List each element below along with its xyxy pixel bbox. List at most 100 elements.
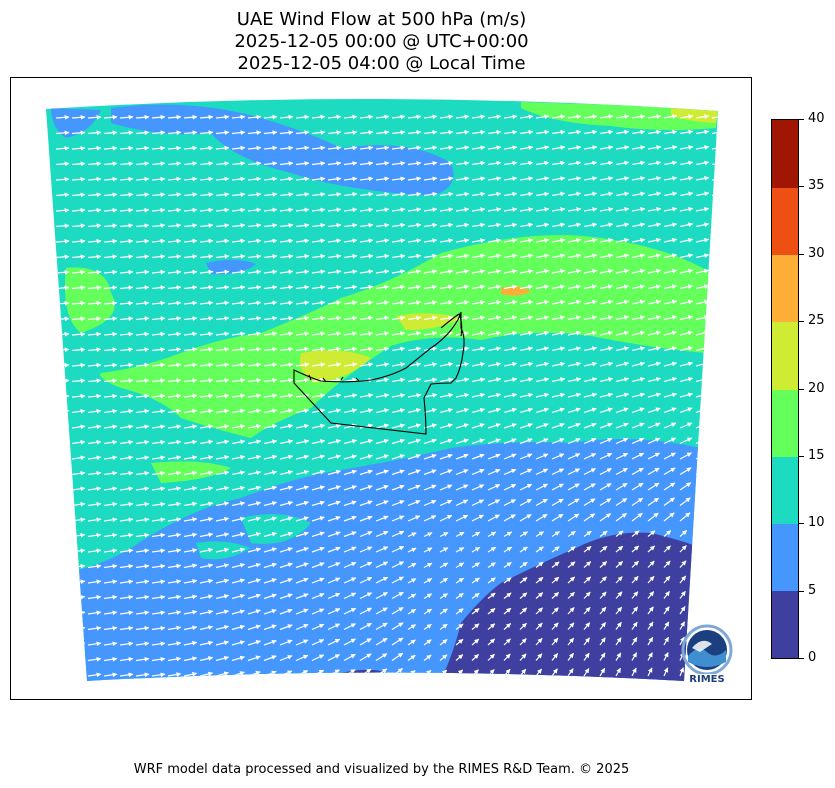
colorbar-tick-label: 25 bbox=[808, 313, 825, 329]
wind-arrow bbox=[55, 563, 70, 569]
wind-arrow bbox=[487, 392, 502, 398]
wind-arrow bbox=[631, 315, 646, 321]
wind-arrow bbox=[583, 207, 598, 212]
wind-arrow bbox=[71, 207, 86, 213]
wind-arrow bbox=[663, 361, 678, 367]
wind-arrow bbox=[343, 222, 358, 228]
wind-arrow bbox=[71, 285, 86, 291]
wind-arrow bbox=[71, 393, 86, 399]
wind-arrow bbox=[343, 284, 358, 290]
wind-arrow bbox=[295, 176, 310, 182]
wind-arrow bbox=[87, 408, 102, 414]
wind-arrow bbox=[263, 423, 278, 429]
wind-arrow bbox=[631, 299, 646, 305]
wind-arrow bbox=[647, 392, 662, 398]
wind-arrow bbox=[679, 206, 694, 212]
wind-arrow bbox=[551, 284, 566, 290]
wind-arrow bbox=[167, 331, 182, 337]
wind-arrow bbox=[87, 130, 102, 136]
wind-arrow bbox=[711, 223, 718, 228]
wind-arrow bbox=[631, 361, 646, 367]
wind-arrow bbox=[151, 223, 166, 229]
wind-arrow bbox=[695, 268, 710, 274]
wind-arrow bbox=[631, 346, 646, 352]
colorbar-level-0 bbox=[772, 590, 798, 658]
wind-arrow bbox=[279, 207, 294, 213]
wind-arrow bbox=[471, 253, 486, 259]
wind-arrow bbox=[455, 222, 470, 228]
wind-arrow bbox=[663, 191, 678, 197]
wind-arrow bbox=[151, 362, 166, 368]
wind-arrow bbox=[295, 393, 310, 399]
wind-arrow bbox=[263, 207, 278, 213]
wind-arrow bbox=[87, 176, 102, 182]
wind-arrow bbox=[215, 254, 230, 259]
wind-arrow bbox=[583, 268, 598, 274]
wind-arrow bbox=[327, 346, 342, 352]
wind-arrow bbox=[295, 315, 310, 321]
wind-arrow bbox=[583, 114, 598, 120]
wind-arrow bbox=[55, 238, 70, 244]
wind-arrow bbox=[327, 269, 342, 275]
wind-arrow bbox=[631, 268, 646, 274]
wind-arrow bbox=[439, 253, 454, 259]
wind-arrow bbox=[263, 176, 278, 182]
wind-arrow bbox=[71, 114, 86, 120]
wind-arrow bbox=[711, 575, 718, 584]
wind-arrow bbox=[199, 347, 214, 352]
wind-arrow bbox=[439, 129, 454, 135]
wind-arrow bbox=[55, 610, 70, 616]
wind-arrow bbox=[215, 192, 230, 197]
wind-arrow bbox=[55, 532, 70, 538]
wind-arrow bbox=[583, 284, 598, 290]
wind-arrow bbox=[647, 114, 662, 119]
wind-arrow bbox=[439, 238, 454, 244]
wind-arrow bbox=[695, 129, 710, 135]
wind-arrow bbox=[247, 130, 262, 135]
wind-arrow bbox=[471, 129, 486, 135]
wind-arrow bbox=[599, 330, 614, 336]
wind-arrow bbox=[375, 393, 390, 398]
wind-arrow bbox=[647, 361, 662, 367]
wind-arrow bbox=[503, 423, 517, 429]
wind-arrow bbox=[327, 222, 342, 228]
wind-arrow bbox=[151, 300, 166, 306]
colorbar-tick bbox=[799, 523, 804, 525]
wind-arrow bbox=[135, 300, 150, 306]
wind-arrow bbox=[439, 222, 454, 228]
wind-arrow bbox=[423, 114, 438, 120]
wind-arrow bbox=[455, 331, 470, 336]
wind-arrow bbox=[455, 346, 470, 352]
wind-arrow bbox=[183, 238, 198, 244]
wind-arrow bbox=[647, 145, 662, 150]
wind-arrow bbox=[183, 145, 198, 151]
wind-arrow bbox=[695, 160, 710, 166]
wind-arrow bbox=[87, 254, 102, 260]
wind-arrow bbox=[439, 315, 454, 321]
wind-arrow bbox=[311, 161, 326, 166]
wind-arrow bbox=[519, 407, 533, 414]
wind-arrow bbox=[71, 130, 86, 136]
wind-arrow bbox=[551, 191, 566, 197]
wind-arrow bbox=[615, 330, 630, 336]
wind-arrow bbox=[135, 424, 150, 430]
colorbar-tick bbox=[799, 253, 804, 255]
wind-arrow bbox=[471, 315, 486, 321]
wind-arrow bbox=[183, 424, 198, 430]
wind-arrow bbox=[183, 114, 198, 120]
wind-arrow bbox=[167, 176, 182, 182]
wind-arrow bbox=[343, 393, 358, 398]
wind-arrow bbox=[711, 482, 718, 491]
wind-arrow bbox=[183, 393, 198, 399]
wind-arrow bbox=[247, 393, 262, 399]
wind-arrow bbox=[423, 315, 438, 321]
wind-arrow bbox=[583, 377, 598, 383]
colorbar-tick bbox=[799, 119, 804, 120]
wind-arrow bbox=[199, 285, 214, 290]
wind-arrow bbox=[487, 284, 502, 290]
wind-arrow bbox=[711, 207, 718, 212]
wind-arrow bbox=[343, 269, 358, 275]
wind-arrow bbox=[375, 191, 390, 197]
wind-arrow bbox=[103, 331, 118, 337]
wind-arrow bbox=[231, 114, 246, 120]
